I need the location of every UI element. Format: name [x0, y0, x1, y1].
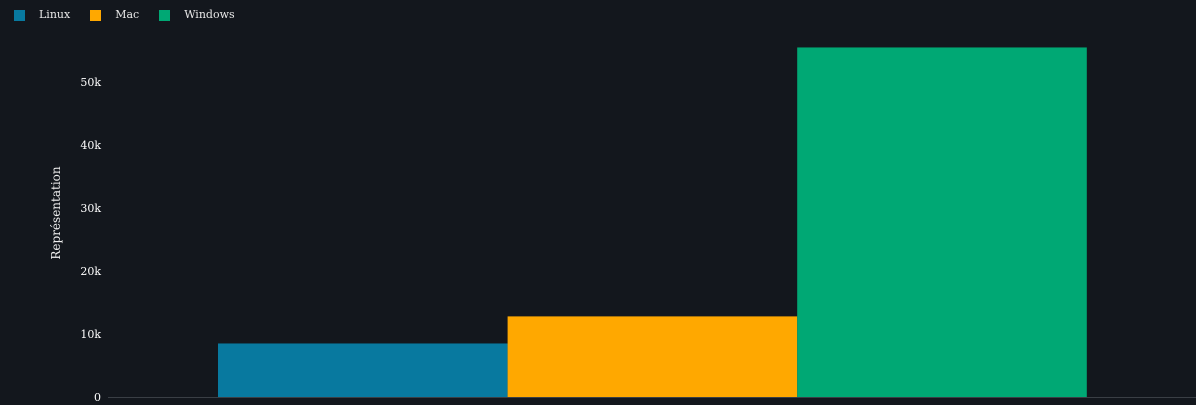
legend-item-linux[interactable]: Linux — [14, 7, 70, 23]
y-tick-label: 30k — [80, 202, 101, 215]
legend-label-linux: Linux — [39, 8, 71, 21]
y-tick-label: 20k — [80, 265, 101, 278]
legend-swatch-mac — [90, 9, 102, 21]
legend-item-windows[interactable]: Windows — [159, 7, 235, 23]
legend-label-mac: Mac — [115, 8, 140, 21]
bar-windows[interactable] — [797, 47, 1087, 398]
legend-swatch-linux — [14, 9, 25, 21]
y-tick-label: 0 — [94, 391, 101, 404]
y-tick-label: 40k — [80, 139, 101, 152]
legend: Linux Mac Windows — [14, 7, 235, 23]
legend-item-mac[interactable]: Mac — [90, 7, 139, 23]
y-tick-label: 50k — [80, 76, 101, 89]
y-tick-label: 10k — [80, 328, 101, 341]
legend-label-windows: Windows — [184, 8, 235, 21]
y-axis-ticks: 0 10k 20k 30k 40k 50k — [80, 76, 101, 404]
bar-series — [218, 47, 1087, 398]
legend-swatch-windows — [159, 9, 171, 21]
bar-linux[interactable] — [218, 343, 508, 397]
bar-mac[interactable] — [507, 316, 798, 397]
